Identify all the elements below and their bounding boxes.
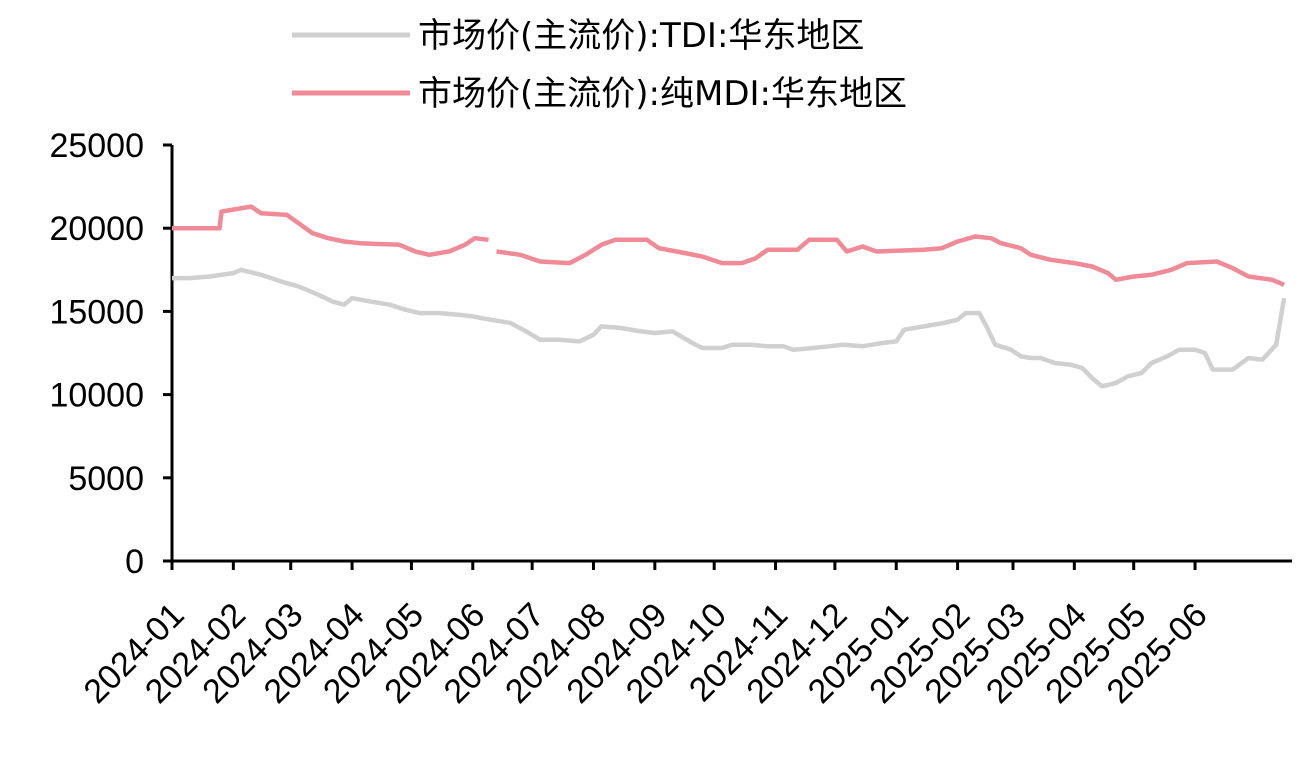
y-axis: 0 5000 10000 15000 20000 25000 — [49, 127, 174, 581]
legend-item-tdi: 市场价(主流价):TDI:华东地区 — [292, 16, 864, 56]
y-tick-label: 10000 — [49, 377, 144, 415]
legend: 市场价(主流价):TDI:华东地区 市场价(主流价):纯MDI:华东地区 — [292, 16, 907, 114]
legend-label-mdi: 市场价(主流价):纯MDI:华东地区 — [418, 74, 907, 114]
plot-series — [172, 204, 1287, 389]
legend-label-tdi: 市场价(主流价):TDI:华东地区 — [418, 16, 864, 56]
series-line-mdi — [172, 204, 1285, 287]
x-axis: 2024-012024-022024-032024-042024-052024-… — [77, 559, 1292, 711]
y-tick-label: 5000 — [68, 460, 144, 498]
legend-item-mdi: 市场价(主流价):纯MDI:华东地区 — [292, 74, 907, 114]
y-tick-label: 20000 — [49, 210, 144, 248]
y-tick-label: 15000 — [49, 293, 144, 331]
series-line-tdi — [172, 267, 1287, 389]
y-tick-label: 25000 — [49, 127, 144, 165]
y-tick-label: 0 — [125, 543, 144, 581]
